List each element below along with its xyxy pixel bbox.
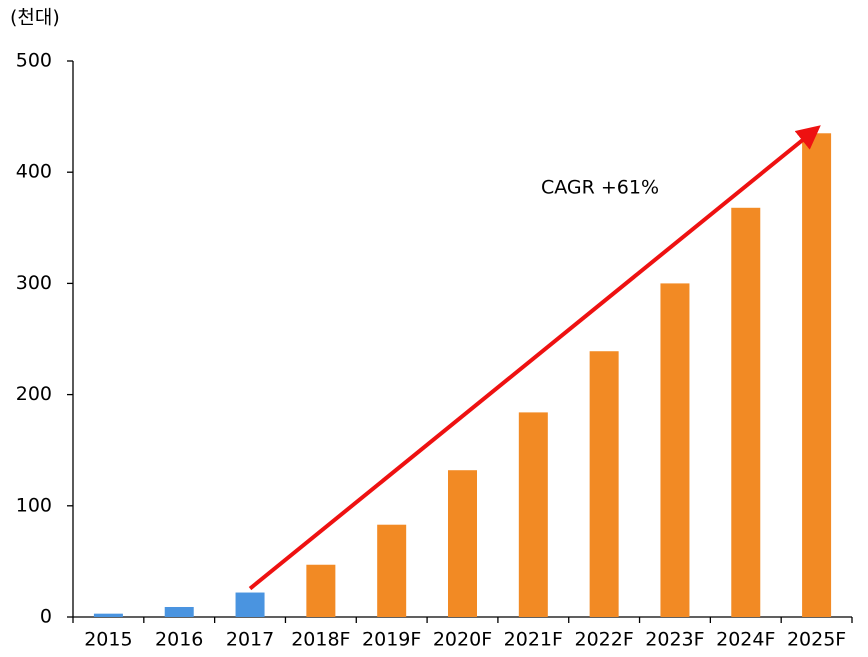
bar [448, 470, 477, 617]
bar [589, 351, 619, 617]
bar [660, 283, 690, 617]
x-tick-label: 2024F [716, 629, 775, 651]
y-tick-label: 0 [40, 606, 52, 628]
bar [306, 564, 336, 617]
bar [802, 133, 832, 617]
y-tick-label: 300 [16, 272, 52, 294]
y-tick-label: 100 [16, 494, 52, 516]
y-tick-label: 500 [16, 50, 52, 72]
x-tick-label: 2025F [787, 629, 846, 651]
cagr-arrow [248, 125, 821, 591]
x-tick-label: 2015 [84, 629, 132, 651]
bar [164, 606, 194, 617]
x-tick-label: 2018F [291, 629, 350, 651]
annotation: CAGR +61% [541, 177, 659, 199]
x-tick-label: 2020F [433, 629, 492, 651]
x-tick-label: 2016 [155, 629, 203, 651]
y-tick-label: 200 [16, 383, 52, 405]
x-tick-label: 2017 [226, 629, 274, 651]
bar [731, 207, 761, 617]
x-tick-label: 2023F [645, 629, 704, 651]
bar [235, 592, 265, 617]
y-unit-label: (천대) [10, 7, 60, 29]
x-tick-label: 2021F [504, 629, 563, 651]
bar [93, 613, 123, 617]
x-tick-label: 2022F [574, 629, 633, 651]
bar [518, 412, 548, 617]
y-tick-label: 400 [16, 161, 52, 183]
x-tick-label: 2019F [362, 629, 421, 651]
bar [377, 524, 407, 617]
